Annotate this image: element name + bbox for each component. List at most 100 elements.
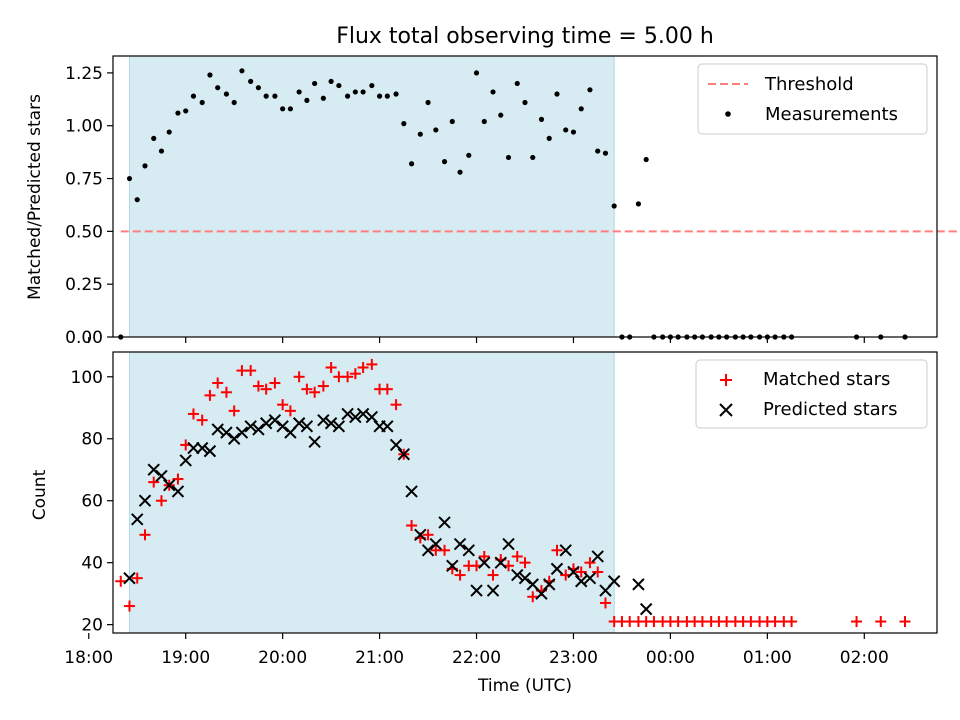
measurement-point — [296, 89, 302, 95]
measurement-point — [263, 93, 269, 99]
measurement-point — [417, 131, 423, 137]
measurement-point — [231, 99, 237, 106]
matched-star-point — [204, 389, 216, 401]
measurement-point — [239, 68, 245, 74]
measurement-point — [449, 118, 455, 125]
predicted-star-point — [341, 407, 354, 421]
x-tick-label: 20:00 — [258, 648, 307, 668]
matched-star-point — [875, 616, 887, 628]
matched-star-point — [584, 557, 596, 569]
predicted-star-point — [179, 454, 192, 467]
measurement-point — [490, 89, 496, 95]
predicted-star-point — [421, 544, 435, 557]
matched-star-point — [115, 575, 127, 587]
measurement-point — [425, 99, 431, 106]
predicted-star-point — [332, 420, 346, 433]
top-legend: Threshold Measurements — [697, 63, 928, 135]
legend-measurements-swatch — [725, 111, 731, 117]
measurement-point — [466, 152, 472, 158]
measurement-point — [473, 70, 480, 76]
measurement-point — [328, 78, 334, 84]
matched-star-point — [252, 380, 264, 392]
predicted-star-point — [147, 463, 160, 476]
matched-star-point — [309, 386, 321, 398]
predicted-star-point — [429, 537, 443, 551]
measurement-point — [635, 201, 642, 207]
measurement-point — [369, 82, 375, 89]
bottom-x-ticks: 18:00 19:00 20:00 21:00 22:00 23:00 00:00 01:00… — [64, 633, 889, 668]
matched-star-point — [511, 550, 523, 562]
predicted-star-point — [163, 479, 176, 492]
matched-star-point — [123, 600, 135, 612]
measurement-point — [360, 89, 366, 95]
matched-star-point — [284, 405, 296, 417]
matched-star-point — [527, 591, 539, 603]
matched-star-point — [317, 380, 329, 392]
measurement-point — [376, 93, 383, 99]
predicted-star-point — [220, 426, 233, 439]
measurement-point — [611, 203, 617, 209]
predicted-star-point — [470, 584, 483, 597]
predicted-star-point — [259, 417, 273, 430]
measurement-point — [207, 72, 213, 78]
matched-star-point — [592, 566, 604, 578]
matched-star-point — [599, 597, 611, 609]
matched-star-point — [406, 519, 418, 531]
matched-stars-points — [115, 358, 911, 628]
predicted-star-point — [559, 544, 572, 557]
top-shaded-span — [128, 55, 615, 338]
matched-star-point — [851, 616, 863, 628]
predicted-star-point — [639, 602, 653, 616]
predicted-star-point — [356, 407, 370, 421]
matched-star-point — [342, 371, 354, 383]
bottom-legend: Matched stars Predicted stars — [695, 359, 928, 429]
measurement-point — [352, 89, 358, 95]
predicted-star-point — [583, 571, 597, 585]
predicted-star-point — [381, 420, 394, 433]
predicted-star-point — [211, 423, 224, 436]
predicted-star-point — [550, 562, 564, 576]
bottom-y-tick-label: 100 — [71, 368, 103, 388]
legend-predicted-swatch — [719, 403, 733, 417]
matched-star-point — [357, 361, 369, 373]
x-tick-label: 02:00 — [840, 648, 889, 668]
predicted-star-point — [138, 494, 152, 507]
top-axes-frame — [112, 55, 938, 338]
measurement-point — [522, 99, 528, 106]
predicted-star-point — [535, 587, 548, 600]
x-axis-label: Time (UTC) — [477, 676, 572, 696]
measurement-point — [304, 97, 310, 103]
predicted-star-point — [575, 575, 588, 588]
predicted-star-point — [502, 537, 515, 551]
predicted-star-point — [414, 528, 427, 541]
matched-star-point — [131, 572, 143, 584]
matched-star-point — [228, 405, 240, 417]
measurement-point — [505, 154, 512, 161]
matched-star-point — [899, 616, 911, 628]
matched-star-point — [381, 383, 393, 395]
measurement-point — [142, 163, 148, 169]
measurement-point — [602, 150, 609, 156]
measurement-point — [595, 148, 601, 154]
predicted-star-point — [300, 420, 314, 433]
measurement-point — [134, 197, 140, 203]
top-y-ticks: 0.00 0.25 0.50 0.75 1.00 1.25 — [65, 64, 113, 348]
matched-star-point — [260, 383, 272, 395]
top-y-axis-label: Matched/Predicted stars — [25, 94, 45, 300]
matched-star-point — [301, 383, 313, 395]
chart-title: Flux total observing time = 5.00 h — [336, 24, 714, 49]
predicted-star-point — [462, 544, 475, 557]
matched-star-point — [349, 368, 361, 380]
predicted-star-point — [567, 565, 580, 579]
matched-star-point — [245, 365, 257, 377]
predicted-star-point — [244, 420, 257, 433]
top-x-ticks — [88, 337, 865, 343]
measurement-point — [530, 154, 536, 161]
predicted-star-point — [405, 485, 418, 498]
predicted-stars-points — [123, 407, 653, 616]
predicted-star-point — [591, 550, 604, 563]
matched-star-point — [155, 495, 167, 507]
predicted-star-point — [453, 537, 467, 551]
bottom-y-ticks: 20 40 60 80 100 — [71, 368, 113, 636]
measurement-point — [498, 112, 504, 118]
